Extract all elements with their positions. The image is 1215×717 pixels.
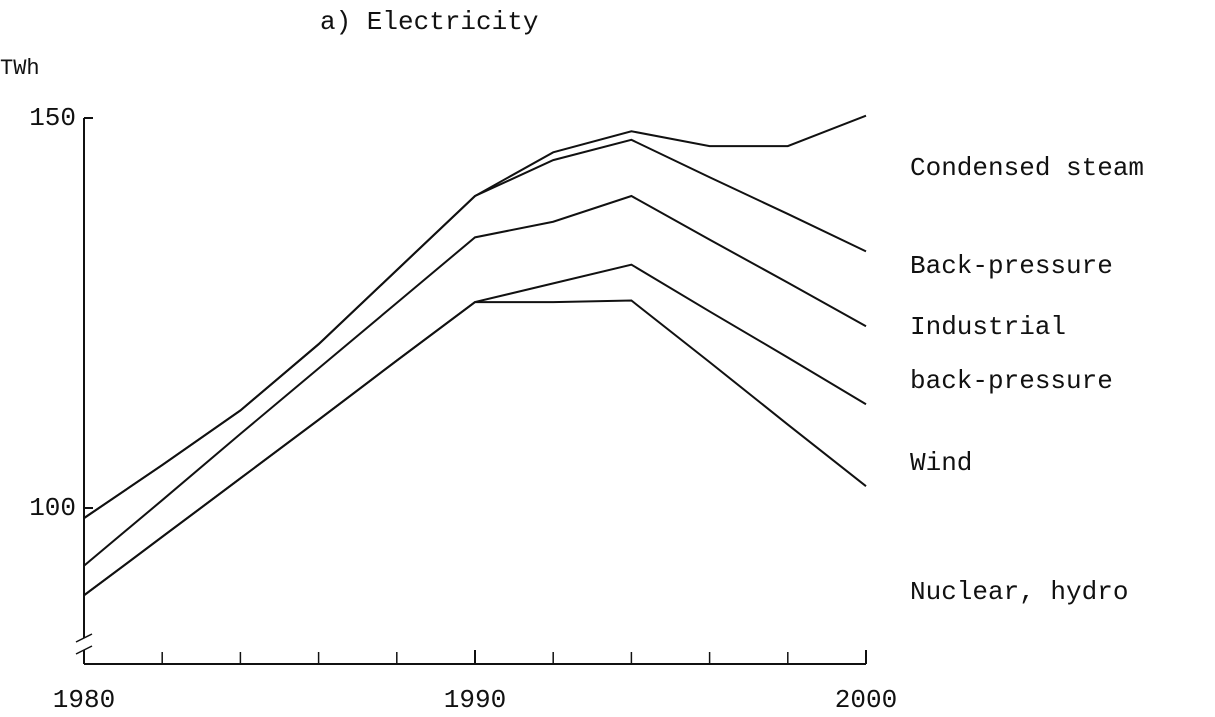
legend-label: Back-pressure — [910, 251, 1113, 281]
y-tick-label: 150 — [29, 103, 76, 133]
legend-label: Nuclear, hydro — [910, 577, 1129, 607]
chart-title: a) Electricity — [320, 7, 538, 37]
series-line — [83, 194, 867, 567]
y-tick-label: 100 — [29, 493, 76, 523]
series-line — [83, 299, 867, 597]
y-axis-label: TWh — [0, 56, 40, 81]
axis-break — [75, 633, 93, 643]
legend-label: Condensed steam — [910, 153, 1145, 183]
x-tick-label: 2000 — [835, 685, 897, 715]
x-tick-label: 1980 — [53, 685, 115, 715]
legend-label: Wind — [910, 448, 973, 478]
series-line — [83, 263, 867, 597]
x-tick-label: 1990 — [444, 685, 506, 715]
legend-label: Industrial back-pressure — [910, 312, 1113, 396]
series-line — [83, 114, 867, 519]
